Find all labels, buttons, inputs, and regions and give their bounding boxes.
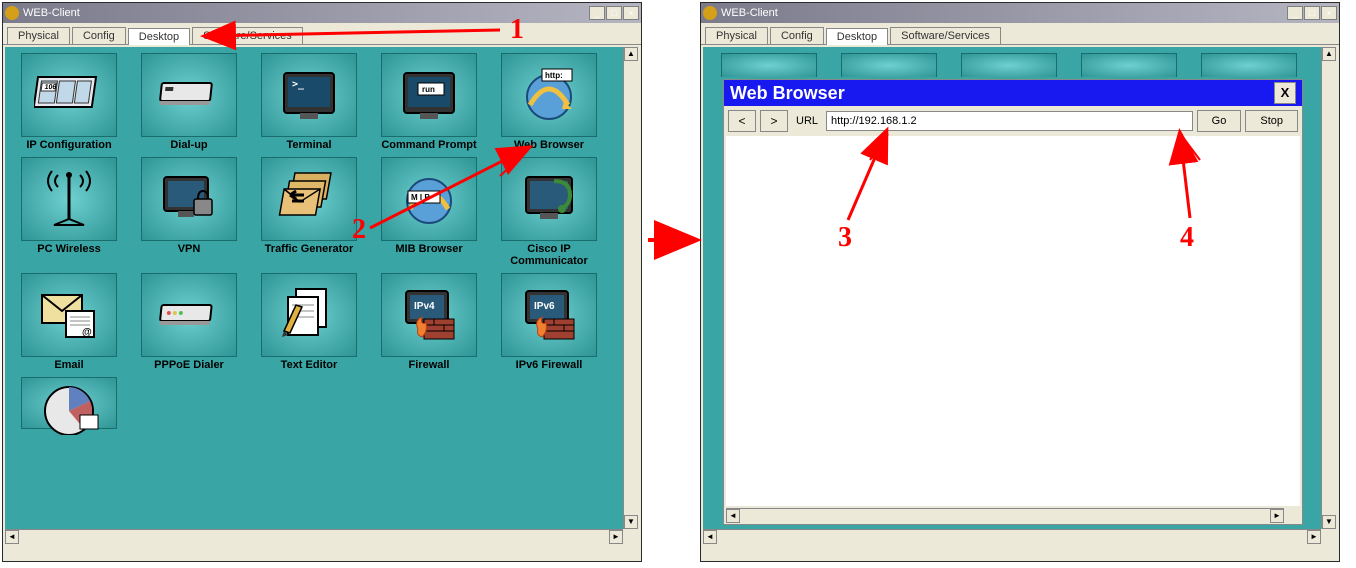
app-dial-up[interactable]: Dial-up — [129, 53, 249, 151]
minimize-button[interactable]: _ — [589, 6, 605, 20]
tabbar-left: Physical Config Desktop Software/Service… — [3, 23, 641, 45]
modal-titlebar: Web Browser X — [724, 80, 1302, 106]
go-button[interactable]: Go — [1197, 110, 1242, 132]
app-firewall[interactable]: IPv4 Firewall — [369, 273, 489, 371]
app-label: Email — [54, 359, 83, 371]
app-icon — [5, 6, 19, 20]
app-label: Cisco IP Communicator — [510, 243, 588, 267]
svg-text:M I B: M I B — [411, 193, 430, 202]
tab-config[interactable]: Config — [770, 27, 824, 44]
workarea-left: 106 IP Configuration Dial-up >_ Terminal… — [5, 47, 639, 545]
url-bar: < > URL Go Stop — [724, 106, 1302, 136]
app-label: Firewall — [409, 359, 450, 371]
url-label: URL — [792, 115, 822, 127]
app-ip-configuration[interactable]: 106 IP Configuration — [9, 53, 129, 151]
app-pc-wireless[interactable]: PC Wireless — [9, 157, 129, 267]
app-mib-browser[interactable]: M I B MIB Browser — [369, 157, 489, 267]
maximize-button[interactable]: □ — [1304, 6, 1320, 20]
tab-desktop[interactable]: Desktop — [826, 28, 888, 45]
app-label: Web Browser — [514, 139, 584, 151]
app-label: PC Wireless — [37, 243, 101, 255]
app-label: Dial-up — [170, 139, 207, 151]
app-label: VPN — [178, 243, 201, 255]
tabbar-right: Physical Config Desktop Software/Service… — [701, 23, 1339, 45]
app-terminal[interactable]: >_ Terminal — [249, 53, 369, 151]
svg-text:run: run — [422, 85, 435, 94]
app-label: MIB Browser — [395, 243, 462, 255]
close-button[interactable]: × — [1321, 6, 1337, 20]
minimize-button[interactable]: _ — [1287, 6, 1303, 20]
scrollbar-horizontal[interactable]: ◄ ► — [703, 529, 1321, 545]
tab-desktop[interactable]: Desktop — [128, 28, 190, 45]
tab-config[interactable]: Config — [72, 27, 126, 44]
scrollbar-corner — [1284, 508, 1300, 524]
window-right: WEB-Client _ □ × Physical Config Desktop… — [700, 2, 1340, 562]
modal-scrollbar-horizontal[interactable]: ◄ ► — [726, 508, 1284, 524]
modal-title-text: Web Browser — [730, 83, 1274, 104]
app-label: Command Prompt — [381, 139, 476, 151]
app-vpn[interactable]: VPN — [129, 157, 249, 267]
app-web-browser[interactable]: http: Web Browser — [489, 53, 609, 151]
app-label: Text Editor — [281, 359, 338, 371]
app-ipv6-firewall[interactable]: IPv6 IPv6 Firewall — [489, 273, 609, 371]
url-input[interactable] — [826, 111, 1193, 131]
browser-content — [726, 136, 1300, 506]
close-button[interactable]: × — [623, 6, 639, 20]
app-command-prompt[interactable]: run Command Prompt — [369, 53, 489, 151]
workarea-right: Web Browser X < > URL Go Stop ◄ ► ▲ ▼ ◄ — [703, 47, 1337, 545]
titlebar-left: WEB-Client _ □ × — [3, 3, 641, 23]
svg-text:106: 106 — [44, 84, 57, 91]
modal-close-button[interactable]: X — [1274, 82, 1296, 104]
app-label: IP Configuration — [26, 139, 111, 151]
back-button[interactable]: < — [728, 110, 756, 132]
app-traffic-generator[interactable]: Traffic Generator — [249, 157, 369, 267]
scrollbar-corner — [1321, 529, 1337, 545]
app-label: Terminal — [286, 139, 331, 151]
scrollbar-vertical[interactable]: ▲ ▼ — [1321, 47, 1337, 529]
tab-software[interactable]: Software/Services — [192, 27, 303, 44]
stop-button[interactable]: Stop — [1245, 110, 1298, 132]
tab-physical[interactable]: Physical — [705, 27, 768, 44]
app-cisco-ip-communicator[interactable]: Cisco IP Communicator — [489, 157, 609, 267]
svg-text:IPv4: IPv4 — [414, 301, 435, 312]
forward-button[interactable]: > — [760, 110, 788, 132]
app-label: Traffic Generator — [265, 243, 354, 255]
scrollbar-horizontal[interactable]: ◄ ► — [5, 529, 623, 545]
scrollbar-corner — [623, 529, 639, 545]
window-title: WEB-Client — [721, 7, 1287, 19]
window-title: WEB-Client — [23, 7, 589, 19]
svg-text:@: @ — [82, 327, 92, 338]
svg-text:>_: >_ — [292, 79, 305, 90]
svg-text:http:: http: — [545, 71, 563, 80]
svg-text:IPv6: IPv6 — [534, 301, 555, 312]
maximize-button[interactable]: □ — [606, 6, 622, 20]
app-email[interactable]: @ Email — [9, 273, 129, 371]
app-pppoe-dialer[interactable]: PPPoE Dialer — [129, 273, 249, 371]
app-text-editor[interactable]: Text Editor — [249, 273, 369, 371]
tab-software[interactable]: Software/Services — [890, 27, 1001, 44]
tab-physical[interactable]: Physical — [7, 27, 70, 44]
app-icon — [703, 6, 717, 20]
app-partial[interactable] — [9, 377, 129, 437]
titlebar-right: WEB-Client _ □ × — [701, 3, 1339, 23]
scrollbar-vertical[interactable]: ▲ ▼ — [623, 47, 639, 529]
web-browser-modal: Web Browser X < > URL Go Stop ◄ ► — [723, 79, 1303, 525]
window-left: WEB-Client _ □ × Physical Config Desktop… — [2, 2, 642, 562]
app-label: PPPoE Dialer — [154, 359, 224, 371]
app-label: IPv6 Firewall — [516, 359, 583, 371]
